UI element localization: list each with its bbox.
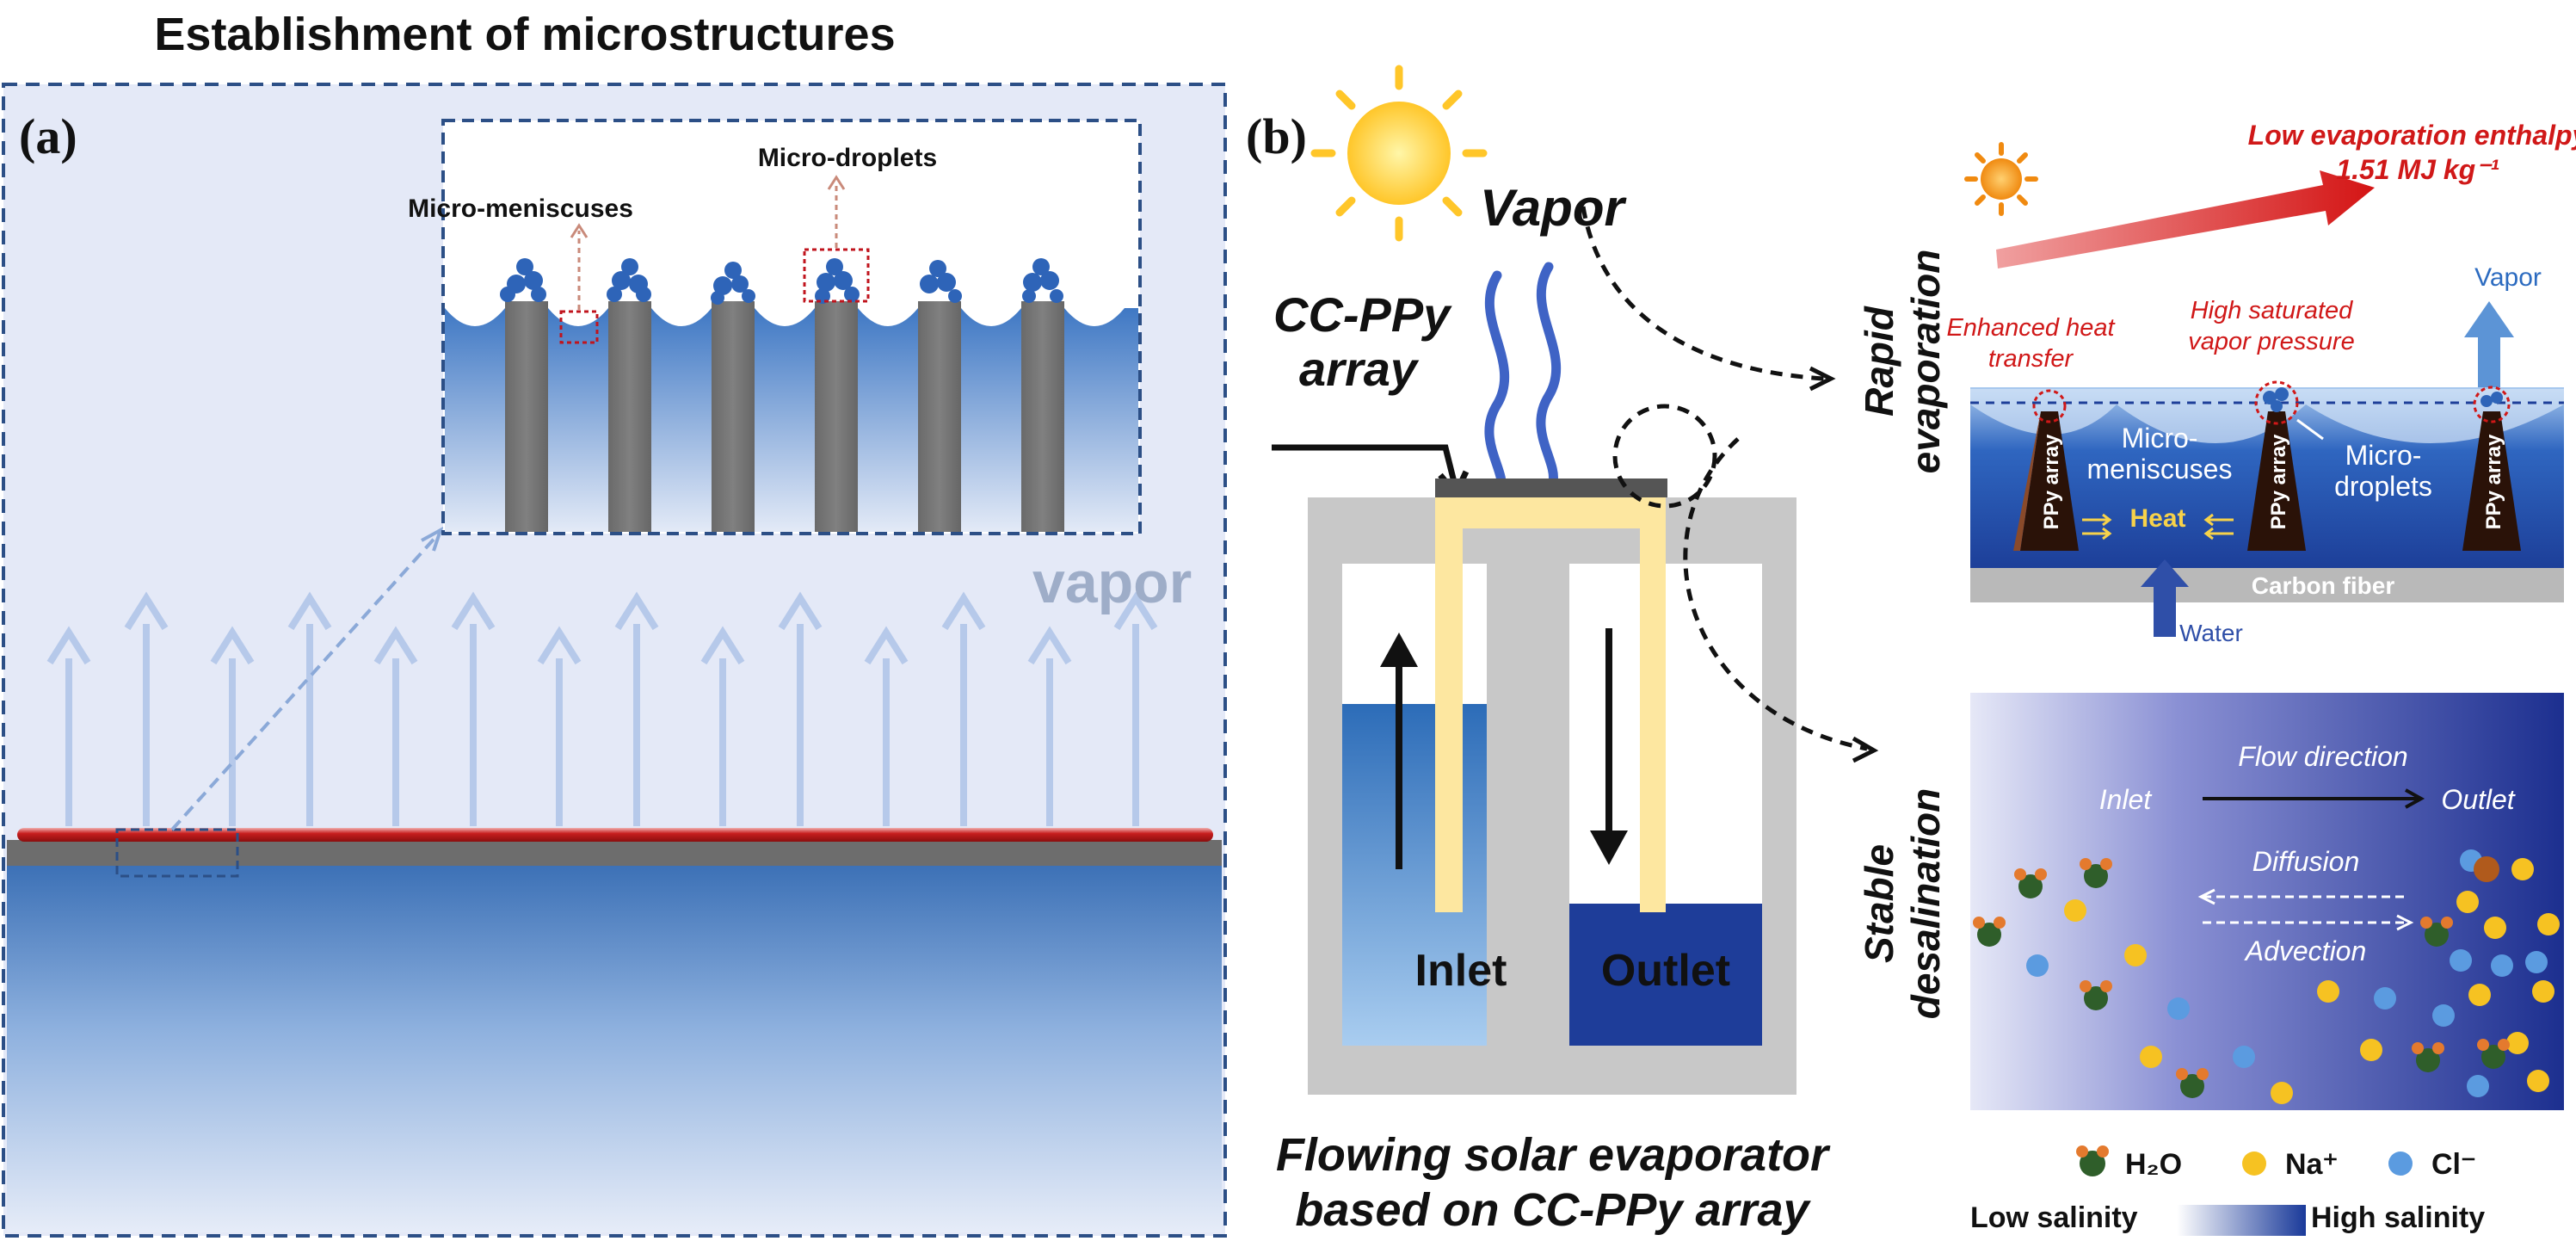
vapor-wave-icon [1484, 262, 1562, 496]
sun-icon [1310, 65, 1488, 242]
vapor-arrow [46, 626, 91, 826]
enthalpy-line1: Low evaporation enthalpy [2248, 120, 2576, 151]
water-bulk [7, 861, 1222, 1232]
enthalpy-arrow [1996, 170, 2375, 269]
legend-cl: Cl⁻ [2431, 1148, 2476, 1181]
rapid-evaporation-line2: evaporation [1903, 250, 1948, 474]
ppy-array-label-3: PPy array [2482, 434, 2505, 529]
vapor-label: vapor [1032, 550, 1192, 615]
particle-legend: H₂O Na⁺ Cl⁻ [2076, 1145, 2476, 1181]
meniscus-line1: Micro- [2122, 423, 2198, 454]
panel-a-title: Establishment of microstructures [154, 9, 895, 60]
enthalpy-line2: 1.51 MJ kg⁻¹ [2336, 154, 2499, 185]
vapor-arrow [700, 626, 745, 826]
vapor-arrows [46, 591, 1158, 826]
droplet-line2: droplets [2334, 471, 2432, 502]
enhanced-heat-line1: Enhanced heat [1946, 314, 2116, 342]
vapor-arrow [778, 591, 823, 826]
outlet-label: Outlet [1601, 946, 1730, 996]
vapor-title: Vapor [1480, 179, 1627, 237]
droplet-line1: Micro- [2345, 440, 2422, 471]
evaporator-device: Inlet Outlet [1308, 478, 1796, 1095]
outlet-water [1569, 904, 1762, 1046]
ppy-array-label-2: PPy array [2267, 434, 2290, 529]
zoom-connector-head [421, 526, 444, 552]
droplet-highlight-box [803, 248, 870, 303]
vapor-arrow [537, 626, 582, 826]
vapor-small-label: Vapor [2474, 263, 2542, 292]
connector-to-desalination [1683, 437, 1868, 751]
legend-h2o: H₂O [2125, 1148, 2182, 1181]
vapor-arrow [864, 626, 909, 826]
caption-line1: Flowing solar evaporator [1276, 1129, 1831, 1181]
panel-b: (b) Vapor CC-PPy array [1246, 65, 2576, 1236]
ppy-pillars [2013, 411, 2521, 551]
micro-droplets-label: Micro-droplets [758, 144, 937, 172]
saturated-line2: vapor pressure [2188, 328, 2354, 355]
vapor-arrow [451, 591, 496, 826]
low-salinity-label: Low salinity [1970, 1201, 2138, 1234]
na-legend-icon [2242, 1151, 2266, 1176]
rapid-evaporation-line1: Rapid [1857, 306, 1901, 417]
gray-substrate [7, 840, 1222, 866]
cc-ppy-label-line1: CC-PPy [1273, 287, 1452, 342]
carbon-fiber-label: Carbon fiber [2252, 572, 2395, 599]
vapor-arrow [124, 591, 169, 826]
heat-label: Heat [2129, 504, 2185, 533]
flow-direction-label: Flow direction [2238, 741, 2407, 772]
stable-desalination-line2: desalination [1903, 788, 1948, 1019]
diffusion-label: Diffusion [2252, 846, 2360, 877]
meniscus-highlight-box [559, 310, 599, 344]
panel-b-label: (b) [1246, 108, 1307, 164]
panel-a: Establishment of microstructures (a) vap… [2, 9, 1227, 1238]
micro-meniscuses-label: Micro-meniscuses [408, 194, 633, 223]
na-ions [2064, 858, 2560, 1104]
saturated-line1: High saturated [2191, 297, 2353, 324]
legend-na: Na⁺ [2285, 1148, 2338, 1181]
inlet-label: Inlet [1415, 946, 1507, 996]
evaporation-detail: Low evaporation enthalpy 1.51 MJ kg⁻¹ En… [1946, 120, 2576, 646]
cc-ppy-label-line2: array [1299, 342, 1420, 396]
cc-ppy-wick [1435, 496, 1666, 912]
water-label: Water [2179, 620, 2243, 646]
advection-label: Advection [2244, 935, 2367, 966]
desalination-detail: Flow direction Inlet Outlet Diffusion Ad… [1970, 693, 2564, 1110]
microstructure-inset: Micro-meniscuses Micro-droplets [408, 119, 1142, 535]
cc-ppy-array-top [1435, 478, 1667, 497]
array-pointer-arrow [1272, 444, 1457, 483]
enhanced-heat-line2: transfer [1988, 345, 2074, 373]
vapor-arrow [1113, 591, 1158, 826]
zoom-connector [170, 532, 441, 831]
inset-pillars [505, 301, 1064, 532]
stable-desalination-line1: Stable [1857, 844, 1901, 963]
carbon-fiber-layer [1970, 568, 2564, 602]
small-sun-icon [1964, 142, 2038, 216]
vapor-arrow [1027, 626, 1072, 826]
h2o-legend-icon [2076, 1145, 2109, 1176]
desal-inlet-label: Inlet [2099, 784, 2153, 815]
cl-legend-icon [2388, 1151, 2413, 1176]
connector-to-evaporation [1581, 206, 1825, 381]
desal-outlet-label: Outlet [2441, 784, 2515, 815]
detail-zoom-circle [1612, 404, 1717, 509]
vapor-arrow [941, 591, 986, 826]
micro-droplet-clusters [500, 258, 1063, 305]
high-salinity-label: High salinity [2311, 1201, 2485, 1234]
panel-a-label: (a) [19, 108, 77, 164]
vapor-arrow [210, 626, 255, 826]
caption-line2: based on CC-PPy array [1295, 1184, 1811, 1236]
ppy-array-label-1: PPy array [2040, 434, 2063, 529]
h2o-molecules [1973, 858, 2510, 1098]
vapor-arrow [287, 591, 332, 826]
meniscus-line2: meniscuses [2087, 454, 2233, 485]
vapor-arrow [614, 591, 659, 826]
zoom-region-box [115, 828, 239, 878]
salinity-gradient-bar [2177, 1205, 2306, 1236]
red-heating-layer [17, 828, 1213, 842]
cl-ions [2026, 849, 2548, 1097]
vapor-arrow [373, 626, 418, 826]
